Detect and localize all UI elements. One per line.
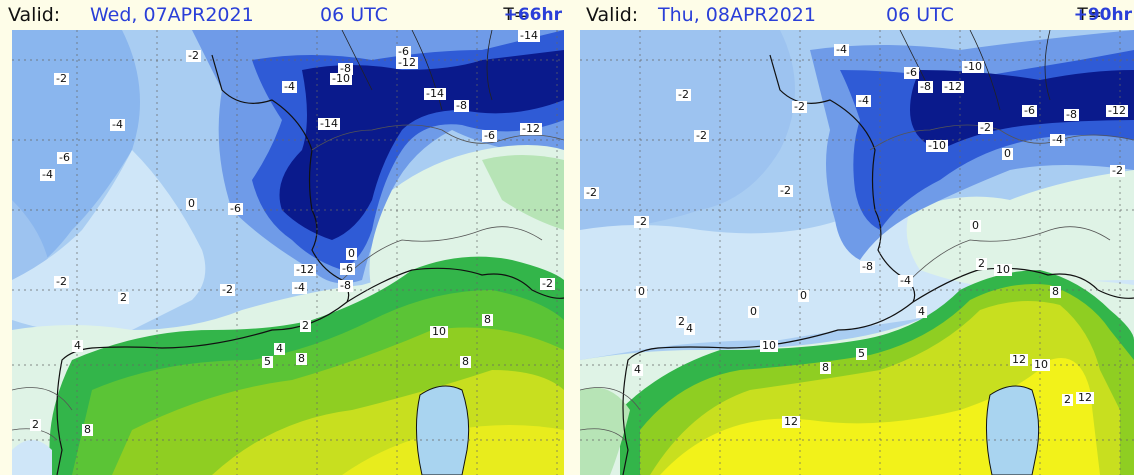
contour-label: -8 <box>338 279 353 292</box>
forecast-hour-value: +66hr <box>503 5 562 25</box>
contour-label: 10 <box>430 325 448 338</box>
forecast-hour-value: +90hr <box>1073 5 1132 25</box>
left-map-graphic <box>12 30 564 475</box>
contour-label: -8 <box>338 62 353 75</box>
contour-label: -12 <box>1106 104 1128 117</box>
contour-label: -6 <box>57 151 72 164</box>
right-panel-header: Valid: Thu, 08APR2021 06 UTC T= +90hr <box>570 0 1134 30</box>
contour-label: -2 <box>694 129 709 142</box>
contour-label: 2 <box>30 418 41 431</box>
contour-label: 12 <box>1010 353 1028 366</box>
contour-label: 4 <box>274 342 285 355</box>
contour-label: -10 <box>926 139 948 152</box>
contour-label: 0 <box>346 247 357 260</box>
panel-divider <box>564 0 570 475</box>
contour-label: -2 <box>634 215 649 228</box>
contour-label: -10 <box>330 72 352 85</box>
contour-label: -14 <box>318 117 340 130</box>
contour-label: -6 <box>1022 104 1037 117</box>
contour-label: -6 <box>904 66 919 79</box>
contour-label: -8 <box>454 99 469 112</box>
contour-label: -6 <box>482 129 497 142</box>
contour-label: -4 <box>40 168 55 181</box>
contour-label: -2 <box>54 275 69 288</box>
contour-label: -2 <box>220 283 235 296</box>
contour-label: 8 <box>296 352 307 365</box>
contour-label: 4 <box>916 305 927 318</box>
contour-label: -2 <box>540 277 555 290</box>
forecast-hour-label: T= <box>1077 5 1102 25</box>
valid-label: Valid: <box>586 4 639 26</box>
contour-label: -6 <box>396 45 411 58</box>
contour-label: -2 <box>54 72 69 85</box>
contour-label: 0 <box>636 285 647 298</box>
contour-label: -2 <box>676 88 691 101</box>
contour-label: 8 <box>82 423 93 436</box>
contour-label: 4 <box>72 339 83 352</box>
contour-label: 8 <box>482 313 493 326</box>
right-temperature-map: -4 -6 -10 -8 -12 -2 -2 -4 -2 -6 -8 -12 -… <box>580 30 1134 475</box>
contour-label: 4 <box>632 363 643 376</box>
contour-label: 8 <box>820 361 831 374</box>
left-panel-header: Valid: Wed, 07APR2021 06 UTC T= +66hr <box>0 0 564 30</box>
contour-label: -2 <box>792 100 807 113</box>
valid-time: Wed, 07APR2021 <box>90 4 254 26</box>
contour-label: -4 <box>898 274 913 287</box>
contour-label: -6 <box>228 202 243 215</box>
contour-label: 2 <box>1062 393 1073 406</box>
contour-label: 10 <box>760 339 778 352</box>
contour-label: 0 <box>970 219 981 232</box>
contour-label: 2 <box>676 315 687 328</box>
contour-label: -2 <box>778 184 793 197</box>
contour-label: -2 <box>584 186 599 199</box>
contour-label: -6 <box>340 262 355 275</box>
contour-label: -8 <box>860 260 875 273</box>
contour-label: 4 <box>684 322 695 335</box>
contour-label: -2 <box>1110 164 1125 177</box>
forecast-hour-label: T= <box>503 5 528 25</box>
contour-label: -4 <box>834 43 849 56</box>
contour-label: 10 <box>1032 358 1050 371</box>
contour-label: 0 <box>798 289 809 302</box>
utc-label: 06 UTC <box>886 4 954 26</box>
contour-label: 10 <box>994 263 1012 276</box>
contour-label: -12 <box>396 56 418 69</box>
contour-label: -4 <box>856 94 871 107</box>
contour-label: 0 <box>186 197 197 210</box>
contour-label: 5 <box>856 347 867 360</box>
contour-label: -12 <box>294 263 316 276</box>
contour-label: -8 <box>1064 108 1079 121</box>
left-temperature-map: -2 -14 -6 -12 -8 -10 -4 -2 -14 -14 -8 -4… <box>12 30 564 475</box>
contour-label: -14 <box>424 87 446 100</box>
contour-label: -12 <box>520 122 542 135</box>
contour-label: 2 <box>118 291 129 304</box>
right-forecast-panel: Valid: Thu, 08APR2021 06 UTC T= +90hr <box>570 0 1134 475</box>
contour-label: -14 <box>518 30 540 42</box>
contour-label: -4 <box>292 281 307 294</box>
valid-label: Valid: <box>8 4 61 26</box>
contour-label: 0 <box>1002 147 1013 160</box>
contour-label: -2 <box>978 121 993 134</box>
contour-label: -8 <box>918 80 933 93</box>
utc-label: 06 UTC <box>320 4 388 26</box>
contour-label: -10 <box>962 60 984 73</box>
contour-label: 2 <box>976 257 987 270</box>
contour-label: 0 <box>748 305 759 318</box>
contour-label: 12 <box>1076 391 1094 404</box>
contour-label: -2 <box>186 49 201 62</box>
contour-label: 8 <box>460 355 471 368</box>
contour-label: -12 <box>942 80 964 93</box>
valid-time: Thu, 08APR2021 <box>658 4 816 26</box>
contour-label: 2 <box>300 319 311 332</box>
contour-label: 12 <box>782 415 800 428</box>
contour-label: 8 <box>1050 285 1061 298</box>
contour-label: -4 <box>110 118 125 131</box>
contour-label: 5 <box>262 355 273 368</box>
contour-label: -4 <box>1050 133 1065 146</box>
left-forecast-panel: Valid: Wed, 07APR2021 06 UTC T= +66hr <box>0 0 564 475</box>
contour-label: -4 <box>282 80 297 93</box>
